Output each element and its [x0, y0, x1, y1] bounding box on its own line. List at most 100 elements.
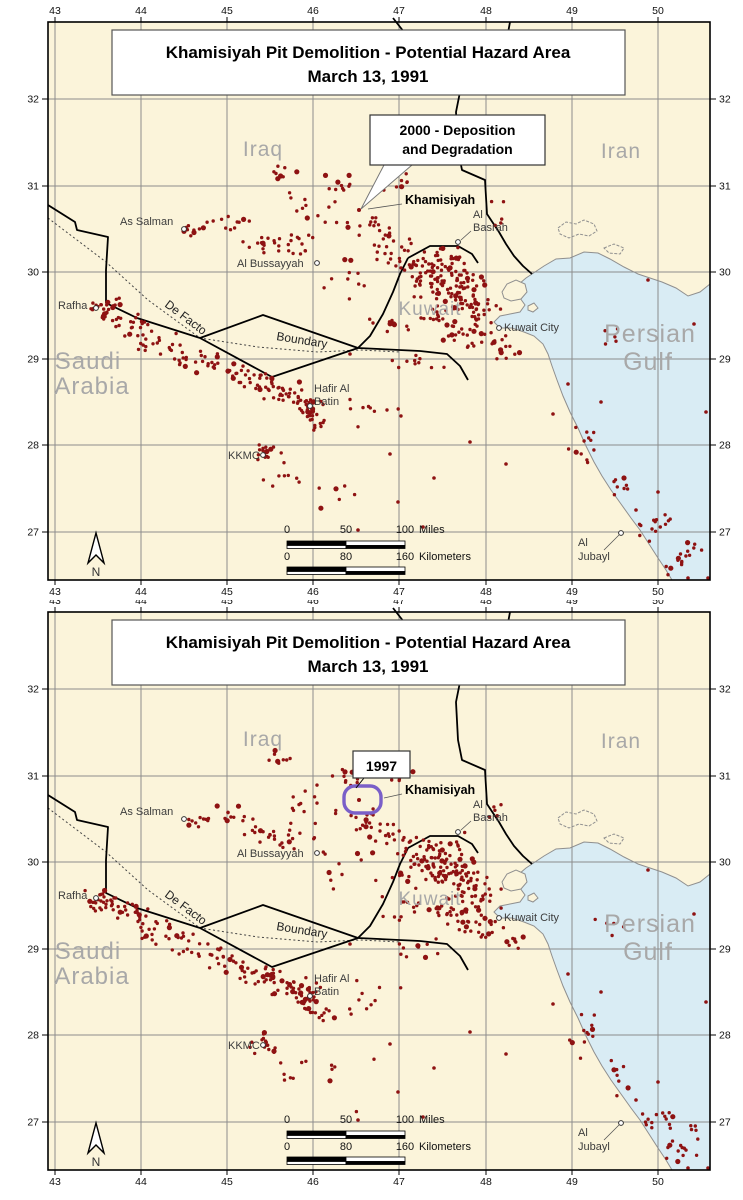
- lon-label-bottom: 43: [49, 1176, 61, 1188]
- annotation-leader: [355, 777, 365, 789]
- scalebar-tick-kilometers: 0: [284, 1141, 290, 1153]
- city-label-al-basrah: Al: [473, 209, 483, 221]
- city-label-as-salman: As Salman: [120, 806, 173, 818]
- annotation-box: [352, 750, 411, 779]
- scalebar-tick-kilometers: 80: [340, 1141, 352, 1153]
- lon-label-top: 49: [566, 5, 578, 17]
- lat-label-right: 29: [719, 944, 731, 956]
- lon-label-bottom: 49: [566, 586, 578, 598]
- scalebar-tick-miles: 0: [284, 524, 290, 536]
- city-label-kuwait-city: Kuwait City: [504, 322, 560, 334]
- country-label-arabia: Arabia: [54, 373, 129, 400]
- map-title-line2: March 13, 1991: [308, 657, 429, 676]
- lon-label-top: 44: [135, 5, 147, 17]
- lat-label-left: 32: [27, 94, 39, 106]
- lon-label-bottom: 46: [307, 586, 319, 598]
- city-label-al-jubayl: Al: [578, 1127, 588, 1139]
- khamisiyah-site-dot: [357, 798, 361, 802]
- island: [501, 869, 528, 892]
- persian-gulf-water: [494, 842, 710, 1170]
- map-panel-2000-deposition: Khamisiyah Pit Demolition - Potential Ha…: [27, 5, 731, 598]
- annotation-text: and Degradation: [402, 141, 512, 157]
- country-label-saudi: Saudi: [55, 938, 121, 965]
- country-label-saudi: Saudi: [55, 348, 121, 375]
- city-label-rafha: Rafha: [58, 890, 88, 902]
- lon-label-bottom: 47: [393, 586, 405, 598]
- lat-label-right: 27: [719, 527, 731, 539]
- lon-label-bottom: 50: [652, 1176, 664, 1188]
- hazard-map-1997-svg: Khamisiyah Pit Demolition - Potential Ha…: [27, 595, 731, 1188]
- scalebar-tick-miles: 50: [340, 1114, 352, 1126]
- lat-label-left: 29: [27, 944, 39, 956]
- lat-label-right: 30: [719, 857, 731, 869]
- marsh-area: [557, 809, 598, 829]
- international-border: [48, 204, 201, 339]
- scalebar-unit-kilometers: Kilometers: [419, 1141, 471, 1153]
- lon-label-bottom: 45: [221, 1176, 233, 1188]
- city-label-kkmc: KKMC: [228, 450, 260, 462]
- map-title-line2: March 13, 1991: [308, 67, 429, 86]
- scalebar-miles: [286, 1130, 347, 1136]
- city-label-hafir-al-batin: Batin: [314, 396, 339, 408]
- khamisiyah-label: Khamisiyah: [405, 193, 475, 207]
- unit-location-dots: [83, 747, 710, 1170]
- country-label-iran: Iran: [601, 730, 641, 753]
- persian-gulf-water: [494, 252, 710, 580]
- country-label-persian: Persian: [604, 320, 696, 348]
- lon-label-top: 46: [307, 600, 319, 607]
- international-border: [357, 937, 469, 971]
- map-frame: [47, 611, 711, 1171]
- lon-label-bottom: 43: [49, 586, 61, 598]
- lon-label-bottom: 48: [480, 1176, 492, 1188]
- scalebar-tick-kilometers: 160: [396, 551, 414, 563]
- annotation-text: 2000 - Deposition: [400, 122, 516, 138]
- map-title-line1: Khamisiyah Pit Demolition - Potential Ha…: [166, 43, 571, 62]
- scalebar-unit-miles: Miles: [419, 1114, 445, 1126]
- city-label-al-bussayyah: Al Bussayyah: [237, 848, 304, 860]
- north-arrow-icon: [86, 530, 106, 566]
- country-label-persian: Persian: [604, 910, 696, 938]
- lon-label-top: 49: [566, 600, 578, 607]
- lon-label-top: 45: [221, 600, 233, 607]
- scalebar-unit-kilometers: Kilometers: [419, 551, 471, 563]
- lat-label-left: 31: [27, 181, 39, 193]
- hazard-area-outline-1997: [342, 784, 383, 815]
- country-label-gulf: Gulf: [623, 938, 673, 966]
- lon-label-bottom: 44: [135, 586, 147, 598]
- lon-label-top: 47: [393, 600, 405, 607]
- khamisiyah-leader: [367, 203, 403, 210]
- country-label-gulf: Gulf: [623, 348, 673, 376]
- city-label-al-basrah: Al: [473, 799, 483, 811]
- city-marker-kuwait-city: [496, 325, 502, 331]
- city-label-kuwait-city: Kuwait City: [504, 912, 560, 924]
- country-label-iraq: Iraq: [243, 728, 283, 751]
- coastline-west: [493, 863, 673, 1170]
- lat-label-right: 30: [719, 267, 731, 279]
- lon-label-top: 47: [393, 5, 405, 17]
- lon-label-top: 44: [135, 600, 147, 607]
- lon-label-top: 46: [307, 5, 319, 17]
- lon-label-bottom: 46: [307, 1176, 319, 1188]
- lat-label-left: 28: [27, 1030, 39, 1042]
- international-border: [357, 257, 409, 349]
- city-marker-as-salman: [181, 226, 187, 232]
- coastline-north: [531, 251, 710, 297]
- lon-label-top: 45: [221, 5, 233, 17]
- city-label-hafir-al-batin: Hafir Al: [314, 973, 349, 985]
- lat-label-right: 28: [719, 440, 731, 452]
- island: [527, 302, 539, 313]
- island: [501, 279, 528, 302]
- city-label-kkmc: KKMC: [228, 1040, 260, 1052]
- coastline-north: [531, 841, 710, 887]
- city-marker-kkmc: [260, 1042, 266, 1048]
- lon-label-top: 43: [49, 5, 61, 17]
- city-label-al-jubayl: Al: [578, 537, 588, 549]
- lon-label-bottom: 44: [135, 1176, 147, 1188]
- lon-label-bottom: 47: [393, 1176, 405, 1188]
- country-label-arabia: Arabia: [54, 963, 129, 990]
- city-leader-al-jubayl: [603, 1124, 620, 1141]
- country-label-kuwait: Kuwait: [398, 299, 461, 320]
- lat-label-left: 30: [27, 267, 39, 279]
- city-leader-al-jubayl: [603, 534, 620, 551]
